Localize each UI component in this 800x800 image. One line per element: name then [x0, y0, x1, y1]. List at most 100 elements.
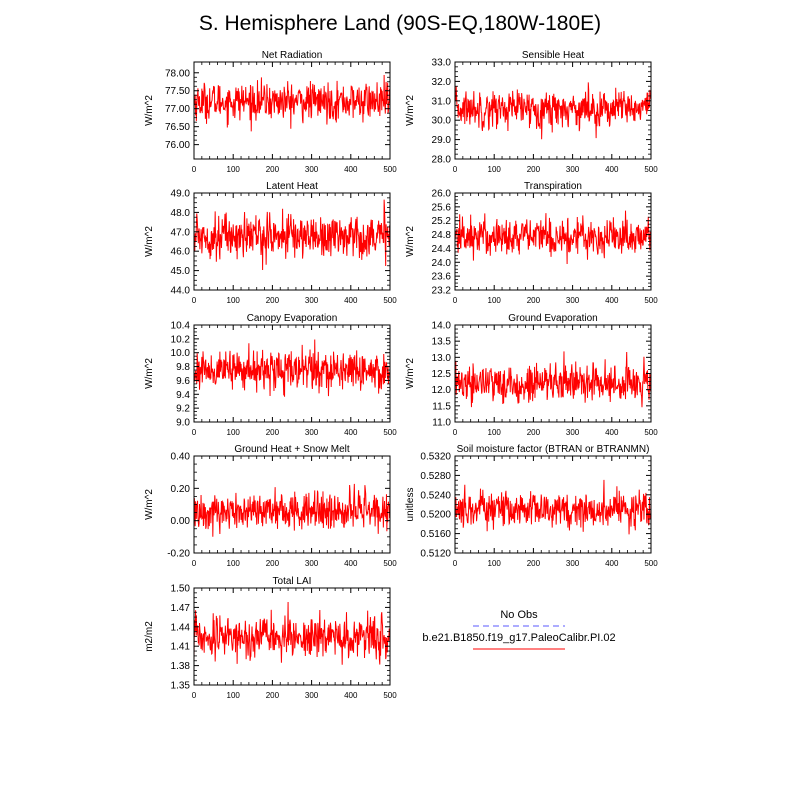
- panel-title: Transpiration: [524, 181, 582, 192]
- series-line: [193, 74, 391, 132]
- y-tick-label: 0.5120: [420, 549, 451, 560]
- y-tick-label: 0.5280: [420, 471, 451, 482]
- y-axis-label: W/m^2: [405, 226, 416, 257]
- y-axis-label: W/m^2: [144, 489, 155, 520]
- y-tick-label: 77.50: [165, 86, 190, 97]
- y-tick-label: 23.2: [432, 286, 452, 297]
- panel-canopy-evaporation: Canopy Evaporation W/m^2 9.0 9.2 9.4 9.6 9.8 10…: [144, 313, 397, 437]
- panel-ground-evaporation: Ground Evaporation W/m^2 11.0 11.5 12.0 12.5 1…: [405, 313, 658, 437]
- x-tick-label: 300: [566, 559, 580, 568]
- y-tick-label: 25.2: [432, 216, 452, 227]
- y-tick-label: 1.38: [171, 661, 191, 672]
- panels: Net Radiation W/m^2 76.00 76.50 77.00 77.50 78…: [144, 50, 658, 700]
- series-line: [193, 339, 391, 397]
- y-tick-label: 0.00: [171, 516, 191, 527]
- y-tick-label: 77.00: [165, 104, 190, 115]
- x-tick-label: 100: [227, 296, 241, 305]
- x-tick-label: 100: [488, 559, 502, 568]
- x-tick-label: 200: [527, 165, 541, 174]
- y-tick-label: 0.5160: [420, 529, 451, 540]
- panel-ground-heat-snow-melt: Ground Heat + Snow Melt W/m^2 -0.20 0.00 0.2…: [144, 444, 397, 568]
- panel-soil-moisture-factor-btran-or-btranmn: Soil moisture factor (BTRAN or BTRANMN) u…: [405, 444, 658, 568]
- y-tick-label: 76.00: [165, 140, 190, 151]
- y-axis-label: m2/m2: [144, 621, 155, 652]
- plot-frame: [454, 324, 652, 423]
- y-tick-label: 47.0: [171, 227, 191, 238]
- series-line: [193, 199, 391, 270]
- legend-obs-label: No Obs: [500, 609, 538, 621]
- y-tick-label: 10.2: [171, 334, 191, 345]
- x-tick-label: 300: [566, 428, 580, 437]
- x-tick-label: 300: [305, 296, 319, 305]
- series-line: [454, 82, 652, 140]
- x-tick-label: 400: [344, 428, 358, 437]
- y-tick-label: 9.6: [176, 376, 190, 387]
- y-tick-label: 24.8: [432, 230, 452, 241]
- x-tick-label: 400: [344, 296, 358, 305]
- panel-total-lai: Total LAI m2/m2 1.35 1.38 1.41 1.44 1.47 1.50 0 1…: [144, 576, 397, 700]
- y-tick-label: 10.4: [171, 321, 191, 332]
- series-line: [193, 483, 391, 537]
- y-tick-label: 9.2: [176, 404, 190, 415]
- y-tick-label: 1.47: [171, 603, 191, 614]
- y-axis-label: W/m^2: [405, 95, 416, 126]
- panel-latent-heat: Latent Heat W/m^2 44.0 45.0 46.0 47.0 48.0 49.0…: [144, 181, 397, 305]
- y-tick-label: 1.50: [171, 584, 191, 595]
- plot-frame: [193, 61, 391, 160]
- x-tick-label: 100: [488, 296, 502, 305]
- panel-transpiration: Transpiration W/m^2 23.2 23.6 24.0 24.4 24.8 25…: [405, 181, 658, 305]
- y-tick-label: 10.0: [171, 348, 191, 359]
- x-tick-label: 100: [488, 428, 502, 437]
- y-tick-label: 28.0: [432, 155, 452, 166]
- y-tick-label: 0.5240: [420, 490, 451, 501]
- panel-title: Total LAI: [273, 576, 312, 587]
- y-tick-label: 44.0: [171, 286, 191, 297]
- x-tick-label: 400: [344, 165, 358, 174]
- y-tick-label: 14.0: [432, 321, 452, 332]
- x-tick-label: 0: [192, 691, 197, 700]
- figure-title: S. Hemisphere Land (90S-EQ,180W-180E): [199, 12, 601, 35]
- x-tick-label: 500: [644, 296, 658, 305]
- x-tick-label: 200: [527, 428, 541, 437]
- series-line: [454, 210, 652, 265]
- y-tick-label: 13.0: [432, 353, 452, 364]
- x-tick-label: 200: [266, 428, 280, 437]
- y-tick-label: 12.5: [432, 369, 452, 380]
- x-tick-label: 300: [566, 165, 580, 174]
- x-tick-label: 100: [227, 691, 241, 700]
- x-tick-label: 100: [227, 428, 241, 437]
- y-axis-label: W/m^2: [144, 226, 155, 257]
- panel-title: Ground Evaporation: [508, 313, 598, 324]
- y-tick-label: 13.5: [432, 337, 452, 348]
- x-tick-label: 0: [192, 165, 197, 174]
- y-tick-label: 9.0: [176, 418, 190, 429]
- panel-title: Latent Heat: [266, 181, 318, 192]
- y-axis-label: W/m^2: [144, 358, 155, 389]
- x-tick-label: 0: [453, 559, 458, 568]
- y-tick-label: 24.4: [432, 244, 452, 255]
- x-tick-label: 100: [227, 559, 241, 568]
- x-tick-label: 0: [192, 428, 197, 437]
- x-tick-label: 200: [266, 559, 280, 568]
- y-tick-label: 76.50: [165, 122, 190, 133]
- legend-case-label: b.e21.B1850.f19_g17.PaleoCalibr.PI.02: [422, 632, 615, 644]
- y-tick-label: 11.0: [432, 418, 451, 429]
- x-tick-label: 0: [192, 296, 197, 305]
- y-tick-label: -0.20: [167, 549, 190, 560]
- x-tick-label: 0: [453, 165, 458, 174]
- series-line: [454, 351, 652, 408]
- y-tick-label: 9.8: [176, 362, 190, 373]
- x-tick-label: 500: [644, 428, 658, 437]
- x-tick-label: 300: [566, 296, 580, 305]
- x-tick-label: 400: [605, 559, 619, 568]
- panel-sensible-heat: Sensible Heat W/m^2 28.0 29.0 30.0 31.0 32.0 33…: [405, 50, 658, 174]
- panel-title: Soil moisture factor (BTRAN or BTRANMN): [457, 444, 650, 455]
- x-tick-label: 500: [644, 165, 658, 174]
- y-axis-label: W/m^2: [405, 358, 416, 389]
- x-tick-label: 300: [305, 559, 319, 568]
- y-axis-label: W/m^2: [144, 95, 155, 126]
- x-tick-label: 200: [266, 165, 280, 174]
- x-tick-label: 400: [605, 428, 619, 437]
- y-tick-label: 30.0: [432, 116, 452, 127]
